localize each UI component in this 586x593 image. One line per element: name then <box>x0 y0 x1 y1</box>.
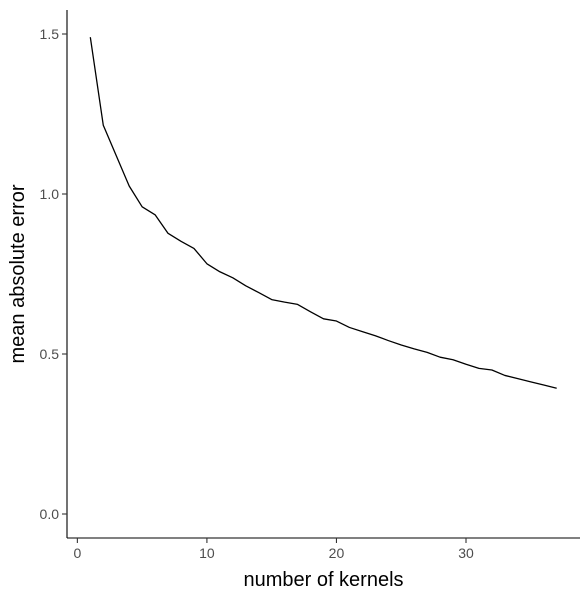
y-tick-label: 0.0 <box>40 506 60 522</box>
chart-axes <box>66 10 580 539</box>
x-tick-label: 0 <box>73 545 81 561</box>
y-tick-label: 1.5 <box>40 26 60 42</box>
chart-ticks: 0 10 20 30 0.0 0.5 1.0 1.5 <box>40 26 474 561</box>
y-tick-label: 0.5 <box>40 346 60 362</box>
y-axis-label: mean absolute error <box>7 184 29 363</box>
y-tick-label: 1.0 <box>40 186 60 202</box>
x-tick-label: 10 <box>199 545 215 561</box>
x-axis-label: number of kernels <box>243 569 403 591</box>
chart-series <box>89 37 557 389</box>
x-tick-label: 30 <box>458 545 474 561</box>
series-line <box>89 37 557 389</box>
x-tick-label: 20 <box>329 545 345 561</box>
